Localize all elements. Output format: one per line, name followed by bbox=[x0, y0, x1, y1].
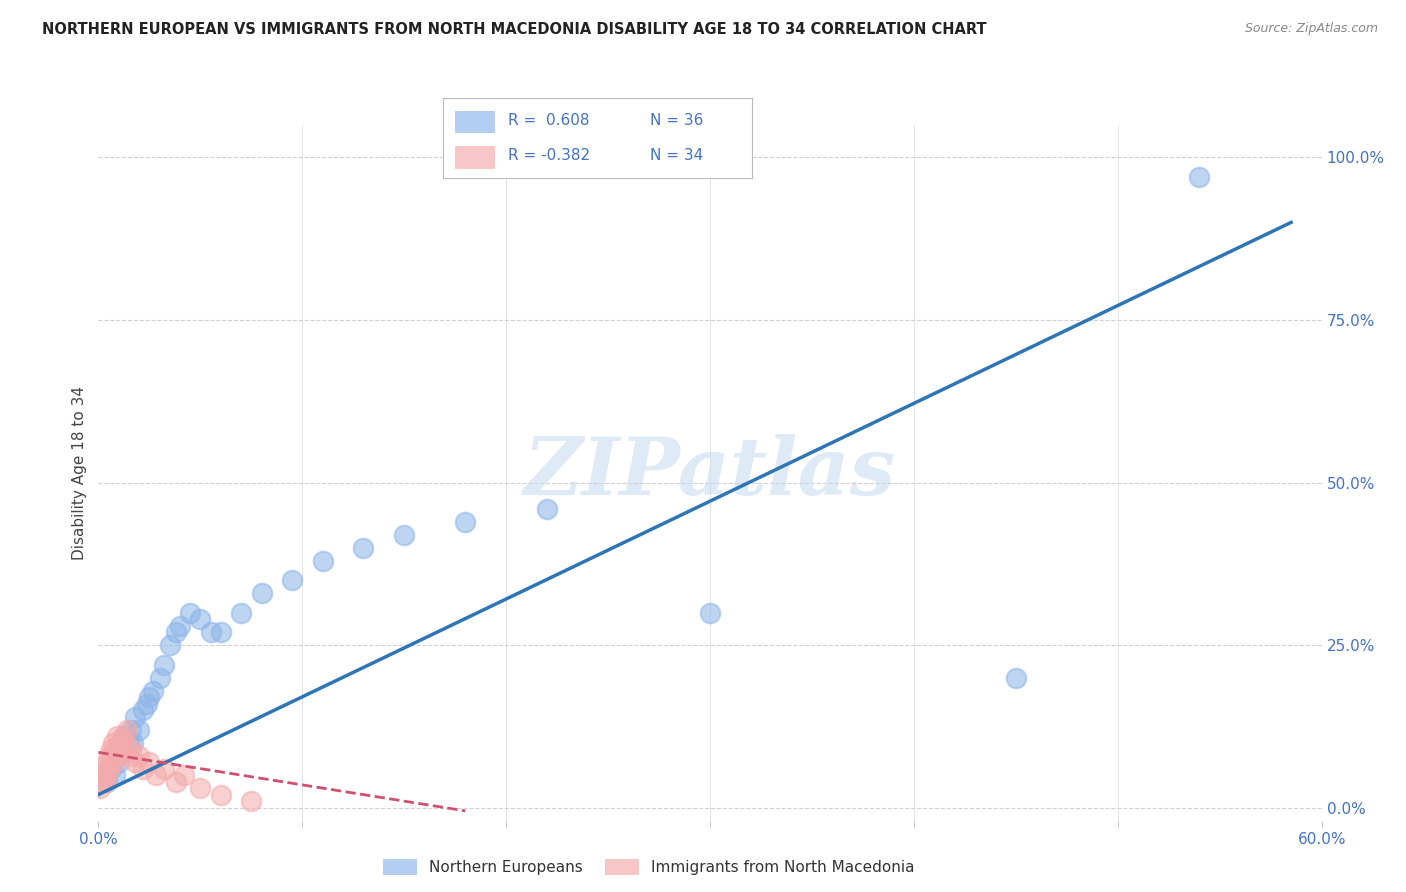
Point bbox=[132, 703, 155, 717]
Point bbox=[128, 748, 150, 763]
Point bbox=[152, 657, 174, 672]
Point bbox=[188, 612, 212, 626]
Point bbox=[91, 768, 114, 782]
Point bbox=[89, 781, 111, 796]
Point bbox=[250, 586, 273, 600]
Text: R = -0.382: R = -0.382 bbox=[508, 148, 591, 163]
Point bbox=[128, 723, 150, 737]
Point bbox=[169, 618, 191, 632]
Point bbox=[209, 625, 232, 640]
Point bbox=[142, 683, 165, 698]
Point bbox=[101, 736, 124, 750]
Point bbox=[152, 762, 174, 776]
Text: ZIPatlas: ZIPatlas bbox=[524, 434, 896, 511]
Point bbox=[124, 755, 146, 769]
Point bbox=[124, 709, 146, 723]
Point bbox=[93, 762, 115, 776]
Point bbox=[165, 774, 187, 789]
Point bbox=[165, 625, 187, 640]
Point bbox=[188, 781, 212, 796]
Point bbox=[104, 755, 127, 769]
Point bbox=[231, 606, 253, 620]
Point bbox=[352, 541, 374, 555]
Point bbox=[100, 762, 122, 776]
Point bbox=[115, 723, 138, 737]
Point bbox=[120, 723, 142, 737]
Point bbox=[118, 736, 141, 750]
Point bbox=[104, 742, 127, 756]
Point bbox=[114, 729, 136, 743]
Point bbox=[145, 768, 167, 782]
Point bbox=[159, 638, 181, 652]
Point bbox=[392, 527, 416, 541]
Point bbox=[97, 748, 120, 763]
Text: N = 36: N = 36 bbox=[650, 113, 703, 128]
Point bbox=[105, 729, 128, 743]
Point bbox=[114, 736, 136, 750]
Point bbox=[1188, 169, 1211, 184]
Point bbox=[118, 748, 141, 763]
Text: N = 34: N = 34 bbox=[650, 148, 703, 163]
Point bbox=[209, 788, 232, 802]
Point bbox=[108, 755, 131, 769]
Point bbox=[122, 736, 145, 750]
Point bbox=[108, 736, 131, 750]
Point bbox=[454, 515, 477, 529]
Text: R =  0.608: R = 0.608 bbox=[508, 113, 589, 128]
Point bbox=[110, 742, 132, 756]
Bar bbox=[456, 111, 495, 134]
Point bbox=[200, 625, 222, 640]
Point bbox=[101, 748, 124, 763]
Point bbox=[91, 774, 114, 789]
Point bbox=[138, 690, 160, 704]
Point bbox=[100, 755, 122, 769]
Bar bbox=[456, 146, 495, 169]
Point bbox=[132, 762, 155, 776]
Point bbox=[97, 762, 120, 776]
Text: NORTHERN EUROPEAN VS IMMIGRANTS FROM NORTH MACEDONIA DISABILITY AGE 18 TO 34 COR: NORTHERN EUROPEAN VS IMMIGRANTS FROM NOR… bbox=[42, 22, 987, 37]
Y-axis label: Disability Age 18 to 34: Disability Age 18 to 34 bbox=[72, 385, 87, 560]
Point bbox=[281, 573, 304, 587]
Point bbox=[96, 774, 118, 789]
Point bbox=[536, 501, 558, 516]
Point bbox=[173, 768, 195, 782]
Text: Source: ZipAtlas.com: Source: ZipAtlas.com bbox=[1244, 22, 1378, 36]
Point bbox=[149, 671, 172, 685]
Point bbox=[96, 755, 118, 769]
Point bbox=[138, 755, 160, 769]
Point bbox=[104, 768, 127, 782]
Point bbox=[1004, 671, 1026, 685]
Legend: Northern Europeans, Immigrants from North Macedonia: Northern Europeans, Immigrants from Nort… bbox=[375, 851, 922, 882]
Point bbox=[96, 768, 118, 782]
Point bbox=[136, 697, 159, 711]
Point bbox=[100, 742, 122, 756]
Point bbox=[312, 553, 335, 567]
Point bbox=[93, 774, 115, 789]
Point bbox=[179, 606, 201, 620]
Point bbox=[105, 748, 128, 763]
Point bbox=[120, 742, 142, 756]
Point bbox=[240, 794, 263, 808]
Point bbox=[111, 742, 134, 756]
Point bbox=[699, 606, 721, 620]
Point bbox=[111, 729, 134, 743]
